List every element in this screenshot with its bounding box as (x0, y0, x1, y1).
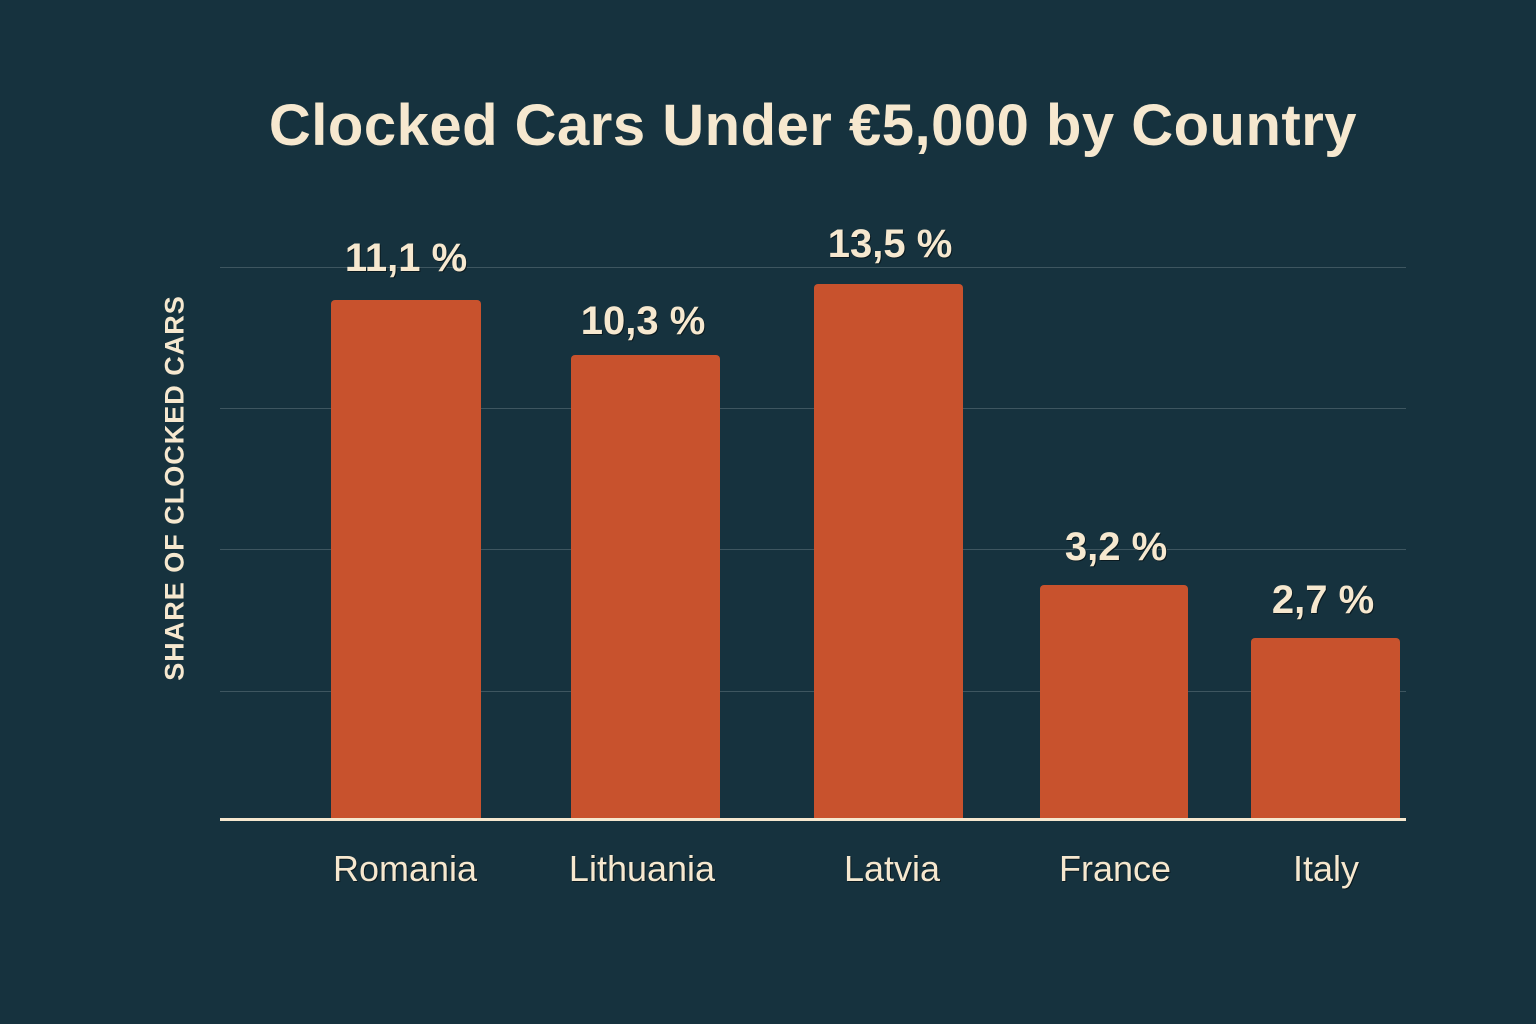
bar-france (1040, 585, 1188, 819)
category-label-romania: Romania (332, 848, 478, 889)
bar-value-romania: 11,1 % (344, 236, 468, 280)
bar-value-lithuania: 10,3 % (580, 299, 706, 343)
bar-romania (331, 300, 481, 819)
y-axis-label: SHARE OF CLOCKED CARS (159, 295, 190, 681)
chart-title: Clocked Cars Under €5,000 by Country (268, 93, 1358, 158)
category-label-italy: Italy (1292, 848, 1360, 889)
gridline (220, 549, 1406, 550)
gridline (220, 267, 1406, 268)
category-label-latvia: Latvia (843, 848, 941, 889)
category-label-france: France (1058, 848, 1172, 889)
bar-value-france: 3,2 % (1064, 525, 1168, 569)
x-axis-baseline (220, 818, 1406, 821)
gridline (220, 408, 1406, 409)
gridline (220, 691, 1406, 692)
bar-value-italy: 2,7 % (1271, 578, 1375, 622)
category-label-lithuania: Lithuania (568, 848, 716, 889)
bar-italy (1251, 638, 1400, 819)
bar-lithuania (571, 355, 720, 819)
bar-latvia (814, 284, 963, 819)
bar-value-latvia: 13,5 % (827, 222, 953, 266)
